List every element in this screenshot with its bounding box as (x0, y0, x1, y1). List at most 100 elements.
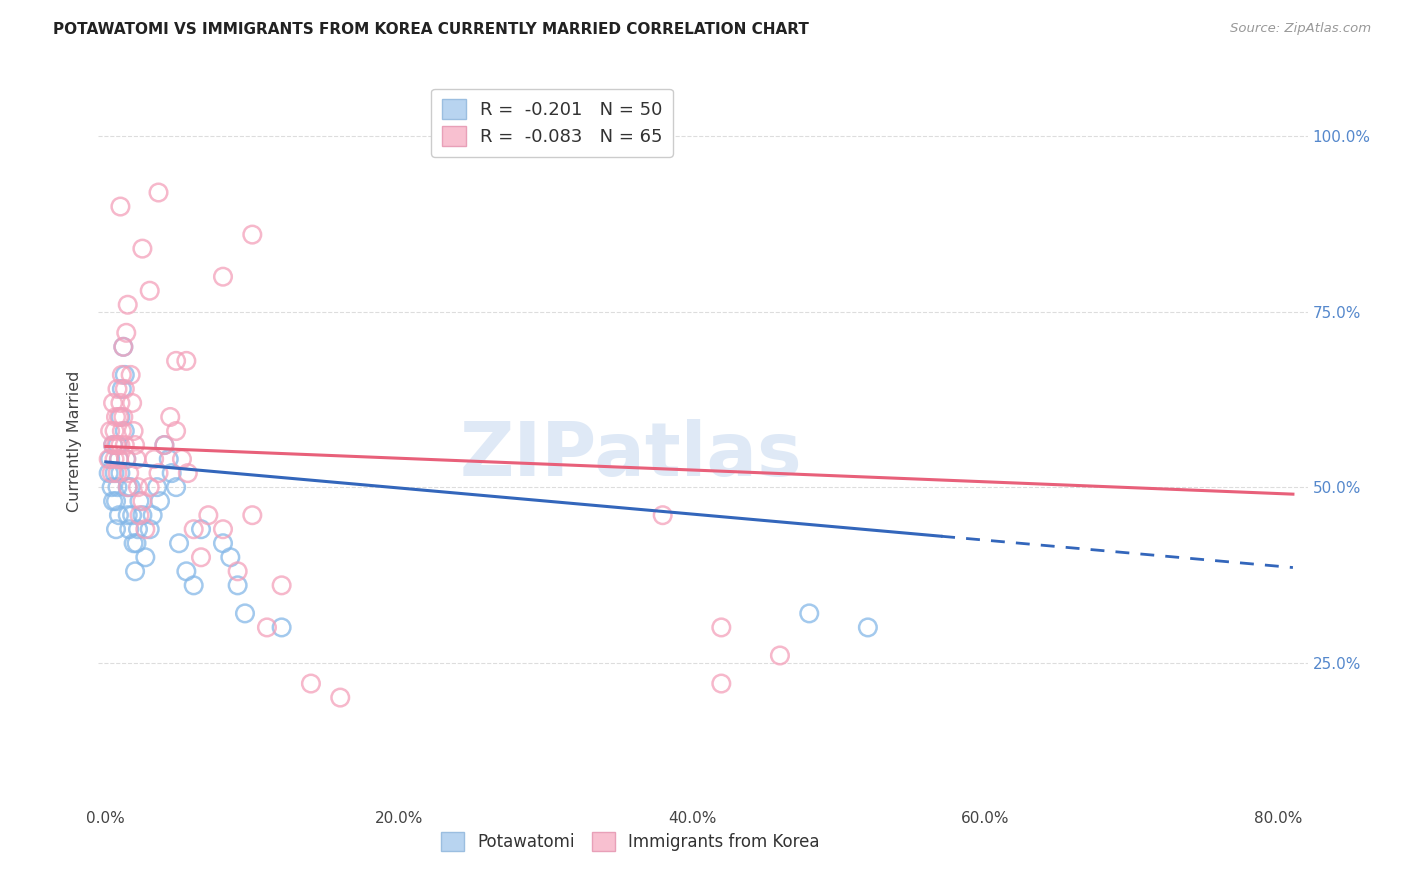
Point (240, 227, 263, 242)
Point (101, 438, 124, 452)
Point (117, 480, 139, 494)
Point (115, 452, 138, 467)
Point (165, 424, 187, 438)
Point (212, 522, 235, 536)
Point (127, 522, 149, 536)
Point (120, 368, 142, 382)
Point (142, 508, 165, 523)
Point (190, 550, 212, 565)
Point (108, 452, 131, 467)
Point (101, 438, 124, 452)
Point (110, 200, 132, 214)
Point (112, 340, 135, 354)
Point (710, 620, 733, 634)
Point (256, 620, 278, 634)
Point (651, 508, 673, 523)
Point (128, 508, 150, 523)
Point (138, 284, 160, 298)
Point (117, 480, 139, 494)
Point (112, 340, 135, 354)
Point (270, 620, 292, 634)
Point (197, 508, 219, 523)
Point (128, 494, 150, 508)
Point (212, 269, 235, 284)
Point (118, 522, 141, 536)
Point (226, 578, 249, 592)
Point (856, 620, 879, 634)
Point (110, 438, 132, 452)
Point (124, 438, 146, 452)
Point (122, 424, 145, 438)
Point (103, 466, 125, 480)
Point (125, 452, 148, 467)
Point (122, 536, 145, 550)
Point (101, 494, 124, 508)
Point (121, 396, 143, 410)
Point (157, 452, 180, 467)
Point (105, 522, 128, 536)
Point (167, 536, 190, 550)
Point (118, 466, 141, 480)
Point (143, 452, 166, 467)
Point (98, 424, 121, 438)
Point (131, 242, 153, 256)
Point (176, 564, 198, 578)
Point (240, 508, 263, 523)
Point (110, 466, 132, 480)
Point (329, 690, 352, 705)
Point (97, 466, 120, 480)
Point (107, 438, 129, 452)
Point (138, 480, 160, 494)
Point (233, 607, 256, 621)
Point (124, 564, 146, 578)
Point (111, 382, 134, 396)
Point (112, 409, 135, 424)
Point (219, 550, 242, 565)
Point (177, 466, 200, 480)
Point (120, 480, 142, 494)
Point (131, 508, 153, 523)
Point (153, 438, 176, 452)
Point (299, 676, 322, 690)
Point (134, 522, 156, 536)
Point (176, 354, 198, 368)
Point (148, 466, 170, 480)
Point (97, 452, 120, 467)
Point (127, 480, 149, 494)
Y-axis label: Currently Married: Currently Married (67, 371, 83, 512)
Point (212, 536, 235, 550)
Point (146, 480, 169, 494)
Point (149, 494, 172, 508)
Point (160, 466, 183, 480)
Point (117, 298, 139, 312)
Point (98, 452, 121, 467)
Point (108, 508, 131, 523)
Point (114, 382, 136, 396)
Point (190, 522, 212, 536)
Point (107, 466, 129, 480)
Legend: Potawatomi, Immigrants from Korea: Potawatomi, Immigrants from Korea (433, 823, 828, 860)
Point (159, 409, 181, 424)
Point (114, 424, 136, 438)
Point (121, 508, 143, 523)
Point (108, 409, 131, 424)
Point (111, 424, 134, 438)
Point (153, 438, 176, 452)
Point (115, 326, 138, 340)
Point (115, 452, 138, 467)
Point (100, 480, 122, 494)
Text: Source: ZipAtlas.com: Source: ZipAtlas.com (1230, 22, 1371, 36)
Point (105, 438, 128, 452)
Point (125, 536, 148, 550)
Point (117, 508, 139, 523)
Point (111, 368, 134, 382)
Point (100, 466, 122, 480)
Text: POTAWATOMI VS IMMIGRANTS FROM KOREA CURRENTLY MARRIED CORRELATION CHART: POTAWATOMI VS IMMIGRANTS FROM KOREA CURR… (53, 22, 810, 37)
Point (165, 354, 187, 368)
Point (103, 452, 125, 467)
Text: ZIPatlas: ZIPatlas (460, 419, 801, 492)
Point (110, 409, 132, 424)
Point (134, 550, 156, 565)
Point (226, 564, 249, 578)
Point (107, 480, 129, 494)
